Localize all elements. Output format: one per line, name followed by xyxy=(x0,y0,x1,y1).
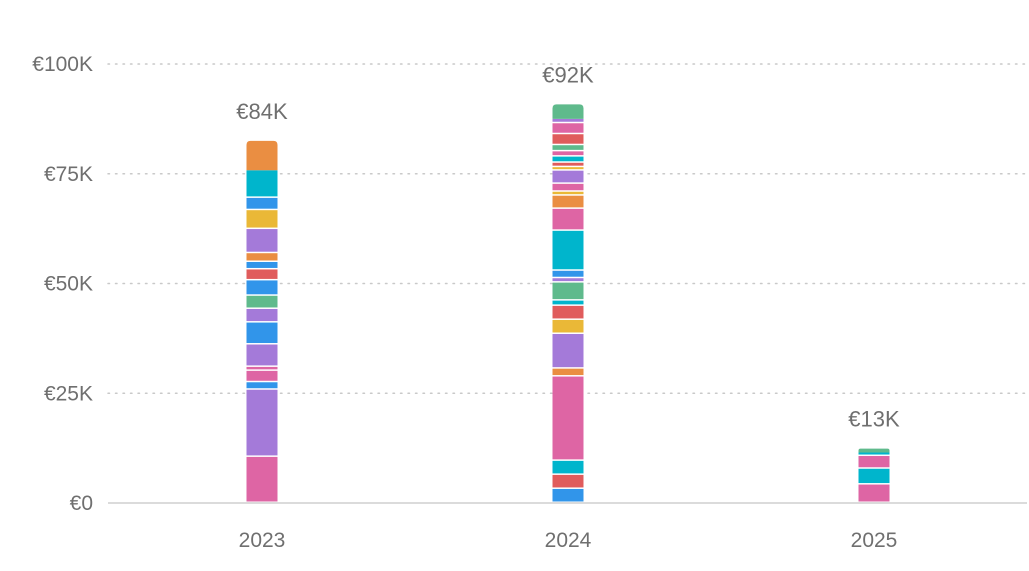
bar-segment[interactable] xyxy=(246,170,278,197)
bar-segment[interactable] xyxy=(552,230,584,270)
bar-segment[interactable] xyxy=(246,229,278,252)
bar-segment[interactable] xyxy=(246,308,278,322)
bar-segment[interactable] xyxy=(552,305,584,319)
bar-segment[interactable] xyxy=(552,488,584,502)
bar-segment[interactable] xyxy=(858,448,890,453)
x-axis-tick-labels: 2023 2024 2025 xyxy=(239,529,898,552)
bar-segment[interactable] xyxy=(858,452,890,455)
bar-segment[interactable] xyxy=(246,280,278,295)
bar-segment[interactable] xyxy=(552,167,584,170)
bar-segment[interactable] xyxy=(858,456,890,468)
bar-total-label: €84K xyxy=(236,99,288,124)
bar-segment[interactable] xyxy=(246,322,278,344)
bar-segment[interactable] xyxy=(552,123,584,133)
bar-segment[interactable] xyxy=(552,460,584,474)
bar-segment[interactable] xyxy=(552,270,584,277)
bar-segment[interactable] xyxy=(246,210,278,228)
bar-stack-2023[interactable] xyxy=(246,140,278,502)
bar-segment[interactable] xyxy=(552,300,584,305)
bar-segment[interactable] xyxy=(246,382,278,389)
bar-segment[interactable] xyxy=(246,140,278,171)
bar-segment[interactable] xyxy=(246,253,278,261)
bar-segment[interactable] xyxy=(552,319,584,333)
bar-segment[interactable] xyxy=(552,368,584,376)
bar-segment[interactable] xyxy=(552,376,584,460)
bar-total-label: €13K xyxy=(848,407,900,432)
bar-segment[interactable] xyxy=(552,278,584,282)
bar-segment[interactable] xyxy=(246,269,278,279)
bar-segment[interactable] xyxy=(246,344,278,366)
bar-segment[interactable] xyxy=(552,208,584,230)
bar-segment[interactable] xyxy=(552,333,584,368)
bar-total-labels: €84K €92K €13K xyxy=(236,62,900,431)
bar-segment[interactable] xyxy=(552,145,584,150)
bar-segment[interactable] xyxy=(552,170,584,183)
bar-segment[interactable] xyxy=(552,191,584,195)
bar-segment[interactable] xyxy=(246,389,278,456)
y-axis-tick-labels: €0 €25K €50K €75K €100K xyxy=(32,53,93,515)
bar-segment[interactable] xyxy=(246,366,278,370)
bar-segment[interactable] xyxy=(552,282,584,300)
bar-segment[interactable] xyxy=(858,468,890,484)
bar-segment[interactable] xyxy=(858,484,890,502)
y-tick-label: €75K xyxy=(44,163,93,186)
stacked-bars xyxy=(246,104,890,502)
bar-segment[interactable] xyxy=(246,295,278,308)
bar-segment[interactable] xyxy=(246,197,278,209)
bar-stack-2025[interactable] xyxy=(858,448,890,502)
x-tick-label: 2024 xyxy=(545,529,592,552)
bar-stack-2024[interactable] xyxy=(552,104,584,502)
y-tick-label: €25K xyxy=(44,382,93,405)
x-tick-label: 2025 xyxy=(851,529,898,552)
bar-segment[interactable] xyxy=(552,118,584,122)
x-tick-label: 2023 xyxy=(239,529,286,552)
bar-segment[interactable] xyxy=(552,151,584,156)
y-tick-label: €50K xyxy=(44,273,93,296)
bar-segment[interactable] xyxy=(552,183,584,191)
bar-total-label: €92K xyxy=(542,62,594,87)
bar-segment[interactable] xyxy=(552,134,584,144)
bar-segment[interactable] xyxy=(246,456,278,502)
bar-segment[interactable] xyxy=(552,474,584,488)
y-tick-label: €0 xyxy=(70,492,93,515)
bar-segment[interactable] xyxy=(552,195,584,208)
bar-segment[interactable] xyxy=(552,156,584,162)
bar-segment[interactable] xyxy=(246,370,278,381)
bar-segment[interactable] xyxy=(552,104,584,119)
bar-segment[interactable] xyxy=(552,162,584,166)
y-tick-label: €100K xyxy=(32,53,93,76)
bar-segment[interactable] xyxy=(246,261,278,268)
